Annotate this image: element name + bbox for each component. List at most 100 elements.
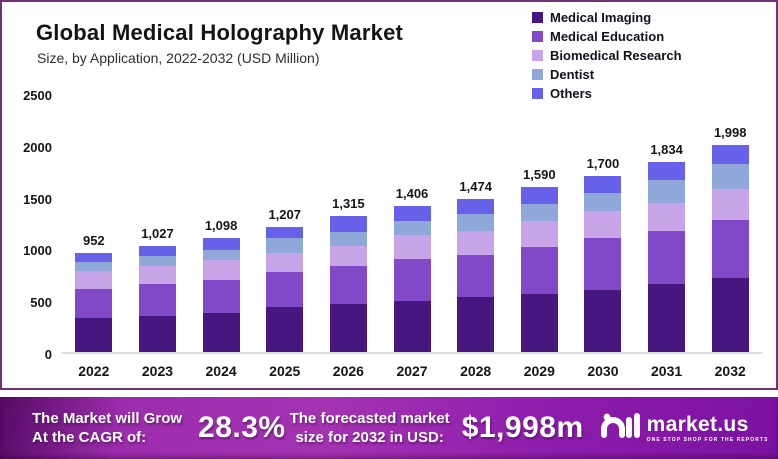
legend-swatch-icon [532, 31, 543, 42]
bar-stack [520, 187, 558, 352]
bar-segment-biomedical-research [520, 221, 558, 247]
bar-stack [138, 245, 176, 352]
bar-segment-biomedical-research [138, 265, 176, 285]
bar-segment-dentist [138, 255, 176, 266]
bar-segment-others [711, 144, 749, 165]
bar-segment-others [266, 226, 304, 238]
bar-segment-medical-education [266, 272, 304, 308]
x-axis-label: 2024 [205, 363, 237, 379]
bar-column: 1,406 2027 [380, 95, 444, 379]
bar-segment-others [584, 175, 622, 194]
bar-stack [75, 253, 113, 352]
bar-segment-medical-education [329, 266, 367, 304]
bar-total-label: 1,834 [650, 141, 683, 157]
bar-segment-biomedical-research [266, 252, 304, 273]
bar-segment-dentist [202, 249, 240, 261]
bar-segment-medical-imaging [457, 297, 495, 352]
bar-segment-dentist [584, 193, 622, 211]
bar-stack [329, 215, 367, 352]
bar-column: 1,098 2024 [189, 95, 253, 379]
x-axis-label: 2032 [714, 363, 746, 379]
bar-segment-dentist [520, 204, 558, 222]
plot-area: 952 2022 1,027 2023 1,098 2024 1,207 2025 1,315 2… [62, 95, 762, 379]
legend-swatch-icon [532, 69, 543, 80]
bar-segment-dentist [393, 221, 431, 236]
x-axis-label: 2022 [78, 363, 110, 379]
bar-column: 1,834 2031 [635, 95, 699, 379]
bar-segment-medical-imaging [138, 315, 176, 352]
footer-banner: The Market will Grow At the CAGR of: 28.… [0, 397, 778, 459]
legend-item: Medical Education [532, 29, 682, 44]
bar-column: 1,590 2029 [507, 95, 571, 379]
brand-tagline: ONE STOP SHOP FOR THE REPORTS [646, 436, 769, 443]
legend-label: Medical Imaging [550, 10, 652, 25]
bar-total-label: 1,315 [332, 195, 365, 211]
x-axis-label: 2028 [460, 363, 492, 379]
bar-segment-others [75, 253, 113, 263]
bar-segment-others [329, 215, 367, 232]
legend-swatch-icon [532, 88, 543, 99]
bar-segment-biomedical-research [648, 202, 686, 231]
brand-name: market.us [646, 412, 749, 436]
bar-segment-medical-imaging [711, 277, 749, 352]
forecast-value: $1,998m [461, 411, 584, 444]
bar-segment-others [457, 199, 495, 215]
bar-segment-biomedical-research [457, 231, 495, 255]
bar-column: 1,315 2026 [317, 95, 381, 379]
bar-segment-biomedical-research [711, 189, 749, 221]
bar-segment-medical-education [138, 284, 176, 316]
chart-card: Global Medical Holography Market Size, b… [0, 0, 778, 390]
legend-swatch-icon [532, 50, 543, 61]
bar-stack [393, 206, 431, 352]
bar-segment-medical-education [584, 238, 622, 290]
bar-segment-others [202, 238, 240, 250]
bar-segment-biomedical-research [75, 271, 113, 289]
bar-column: 1,700 2030 [571, 95, 635, 379]
bar-stack [711, 144, 749, 352]
bar-segment-medical-imaging [266, 307, 304, 352]
x-axis-label: 2031 [651, 363, 683, 379]
legend-label: Dentist [550, 67, 595, 82]
legend-label: Others [550, 86, 592, 101]
legend-label: Medical Education [550, 29, 665, 44]
x-axis-label: 2026 [332, 363, 364, 379]
y-axis-tick: 1000 [23, 243, 52, 259]
bar-segment-medical-education [711, 220, 749, 278]
legend-label: Biomedical Research [550, 48, 682, 63]
bar-total-label: 1,027 [141, 225, 174, 241]
bar-total-label: 1,207 [268, 206, 302, 222]
x-axis-label: 2029 [523, 363, 555, 379]
cagr-label: The Market will Grow At the CAGR of: [32, 409, 182, 447]
bar-total-label: 1,590 [523, 167, 556, 183]
legend-item: Medical Imaging [532, 10, 682, 25]
bar-segment-medical-imaging [202, 313, 240, 352]
bar-total-label: 1,700 [586, 155, 620, 171]
chart-legend: Medical Imaging Medical Education Biomedic… [532, 10, 682, 101]
cagr-label-line2: At the CAGR of: [32, 429, 147, 446]
bar-segment-medical-imaging [393, 300, 431, 352]
bar-stack [648, 161, 686, 352]
bar-segment-biomedical-research [329, 245, 367, 267]
bar-segment-others [648, 161, 686, 181]
bar-stack [584, 175, 622, 352]
bar-segment-medical-education [393, 259, 431, 301]
bar-segment-dentist [329, 231, 367, 246]
bar-segment-dentist [266, 237, 304, 253]
marketus-logo-icon [600, 409, 640, 448]
bar-segment-others [520, 187, 558, 205]
x-axis-label: 2023 [141, 363, 174, 379]
bar-segment-dentist [711, 164, 749, 190]
y-axis-tick: 1500 [23, 191, 52, 207]
bar-column: 1,027 2023 [126, 95, 190, 379]
page-title: Global Medical Holography Market [36, 20, 404, 45]
bar-stack [202, 238, 240, 352]
bar-column: 1,474 2028 [444, 95, 508, 379]
legend-item: Dentist [532, 67, 682, 82]
y-axis-tick: 2500 [23, 88, 52, 103]
legend-item: Others [532, 86, 682, 101]
x-axis-label: 2027 [396, 363, 428, 379]
bar-column: 1,998 2032 [698, 95, 762, 379]
x-axis-label: 2025 [269, 363, 301, 379]
bar-segment-medical-imaging [584, 289, 622, 352]
